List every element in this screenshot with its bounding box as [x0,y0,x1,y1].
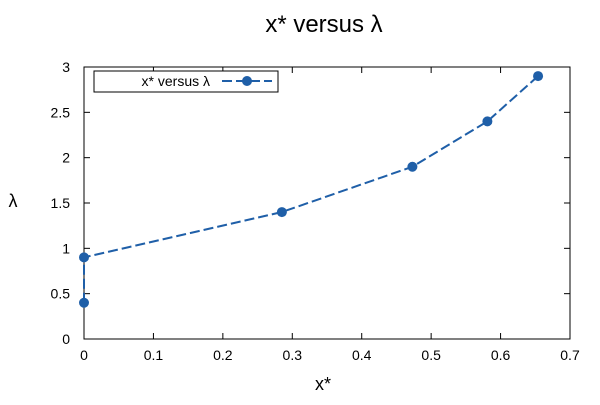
data-point [533,71,544,82]
series-line [83,75,539,303]
x-tick-label: 0.1 [144,347,164,363]
plot-area-frame [83,66,571,340]
y-axis-label: λ [9,191,18,211]
data-point [407,161,418,172]
x-tick-label: 0.3 [283,347,303,363]
x-tick-label: 0.6 [491,347,511,363]
data-point [79,297,89,308]
y-tick-label: 3 [62,59,70,75]
legend-box [93,70,279,93]
data-point [482,116,493,127]
y-tick-label: 0.5 [51,286,71,302]
data-point [276,207,287,218]
x-tick-label: 0.7 [560,347,580,363]
legend: x* versus λ [93,70,279,93]
y-tick-label: 0 [62,331,70,347]
x-tick-label: 0.4 [352,347,372,363]
data-point [79,252,89,263]
series-layer [79,71,544,308]
legend-label: x* versus λ [142,73,210,89]
y-tick-label: 2 [62,150,70,166]
chart-title: x* versus λ [265,11,382,38]
x-tick-label: 0.5 [421,347,441,363]
x-axis-label: x* [315,374,331,394]
legend-marker [242,76,252,86]
axis-ticks: 0 0.1 0.2 0.3 0.4 0.5 0.6 0.7 0 0.5 1 1.5 2 2.5 3 [51,59,580,363]
x-tick-label: 0 [80,347,88,363]
y-tick-label: 1.5 [51,195,71,211]
y-tick-label: 2.5 [51,104,71,120]
y-tick-label: 1 [62,240,70,256]
x-tick-label: 0.2 [213,347,233,363]
